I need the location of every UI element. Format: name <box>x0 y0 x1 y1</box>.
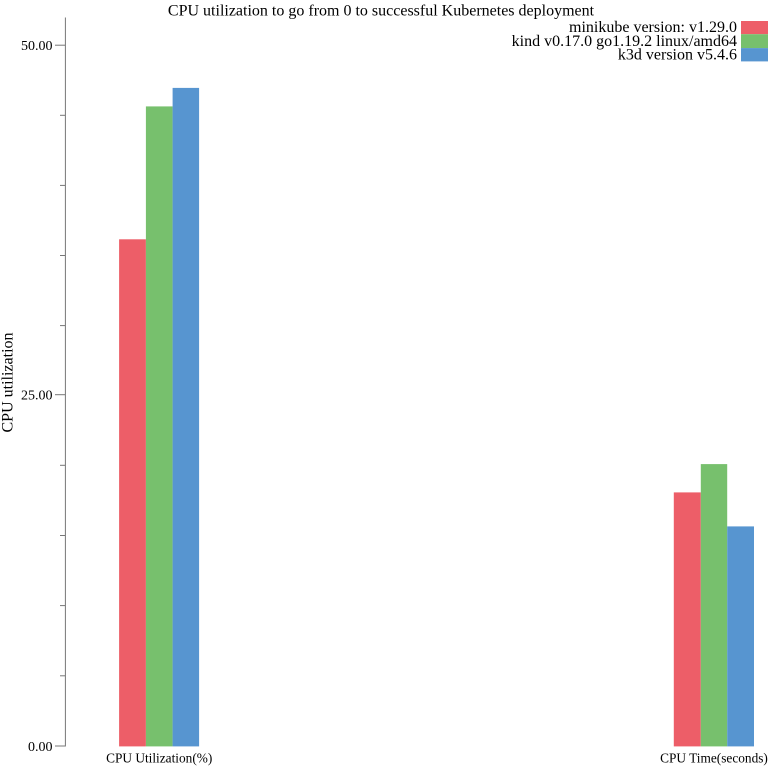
svg-text:25.00: 25.00 <box>21 389 53 404</box>
svg-text:kind v0.17.0 go1.19.2 linux/am: kind v0.17.0 go1.19.2 linux/amd64 <box>512 33 737 50</box>
svg-text:CPU utilization to go from 0 t: CPU utilization to go from 0 to successf… <box>168 3 595 20</box>
svg-text:CPU Time(seconds): CPU Time(seconds) <box>660 751 768 766</box>
svg-text:50.00: 50.00 <box>21 39 53 54</box>
svg-text:k3d version v5.4.6: k3d version v5.4.6 <box>618 46 737 63</box>
svg-text:CPU Utilization(%): CPU Utilization(%) <box>106 751 212 766</box>
svg-text:minikube version: v1.29.0: minikube version: v1.29.0 <box>569 19 737 36</box>
svg-text:0.00: 0.00 <box>28 740 53 755</box>
svg-text:CPU utilization: CPU utilization <box>0 333 17 433</box>
